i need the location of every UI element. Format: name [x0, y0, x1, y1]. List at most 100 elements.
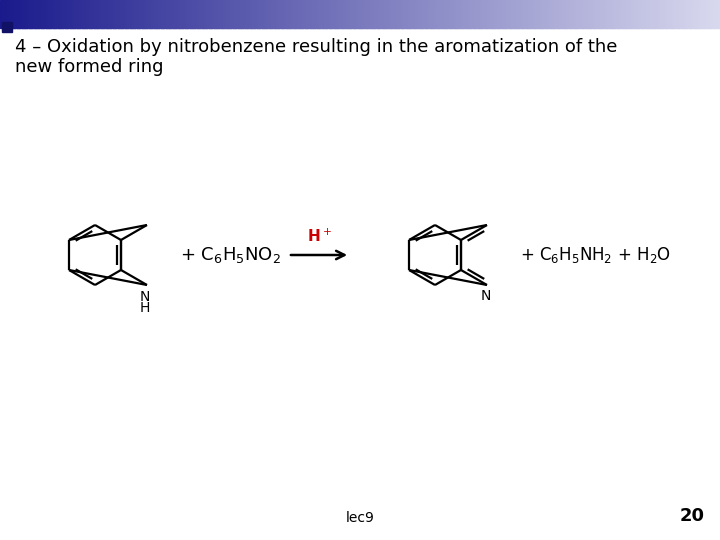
Bar	[300, 0, 303, 28]
Bar	[235, 0, 238, 28]
Bar	[346, 0, 349, 28]
Text: N: N	[481, 289, 491, 303]
Bar	[110, 0, 114, 28]
Bar	[646, 0, 649, 28]
Bar	[607, 0, 611, 28]
Bar	[358, 0, 361, 28]
Bar	[564, 0, 567, 28]
Bar	[333, 0, 337, 28]
Bar	[209, 0, 212, 28]
Bar	[218, 0, 222, 28]
Bar	[180, 0, 184, 28]
Bar	[182, 0, 186, 28]
Bar	[194, 0, 198, 28]
Bar	[413, 0, 416, 28]
Bar	[362, 0, 366, 28]
Bar	[603, 0, 606, 28]
Bar	[698, 0, 702, 28]
Bar	[214, 0, 217, 28]
Text: 20: 20	[680, 507, 705, 525]
Bar	[351, 0, 354, 28]
Bar	[122, 0, 126, 28]
Bar	[600, 0, 603, 28]
Bar	[310, 0, 313, 28]
Bar	[319, 0, 323, 28]
Bar	[554, 0, 558, 28]
Text: + C$_6$H$_5$NH$_2$ + H$_2$O: + C$_6$H$_5$NH$_2$ + H$_2$O	[520, 245, 671, 265]
Bar	[58, 0, 61, 28]
Bar	[562, 0, 565, 28]
Bar	[146, 0, 150, 28]
Bar	[360, 0, 364, 28]
Bar	[245, 0, 248, 28]
Bar	[113, 0, 116, 28]
Bar	[691, 0, 695, 28]
Bar	[391, 0, 395, 28]
Text: lec9: lec9	[346, 511, 374, 525]
Bar	[74, 0, 78, 28]
Bar	[228, 0, 231, 28]
Bar	[211, 0, 215, 28]
Bar	[175, 0, 179, 28]
Bar	[639, 0, 642, 28]
Bar	[290, 0, 294, 28]
Bar	[34, 0, 37, 28]
Bar	[312, 0, 315, 28]
Bar	[547, 0, 551, 28]
Bar	[578, 0, 582, 28]
Bar	[650, 0, 654, 28]
Bar	[425, 0, 428, 28]
Bar	[634, 0, 637, 28]
Bar	[531, 0, 534, 28]
Bar	[711, 0, 714, 28]
Bar	[574, 0, 577, 28]
Bar	[202, 0, 205, 28]
Bar	[461, 0, 464, 28]
Bar	[703, 0, 706, 28]
Bar	[252, 0, 256, 28]
Bar	[326, 0, 330, 28]
Bar	[72, 0, 76, 28]
Bar	[348, 0, 351, 28]
Bar	[353, 0, 356, 28]
Bar	[610, 0, 613, 28]
Bar	[701, 0, 704, 28]
Bar	[593, 0, 596, 28]
Bar	[499, 0, 503, 28]
Bar	[696, 0, 699, 28]
Bar	[708, 0, 711, 28]
Bar	[173, 0, 176, 28]
Bar	[178, 0, 181, 28]
Bar	[686, 0, 690, 28]
Bar	[713, 0, 716, 28]
Bar	[585, 0, 589, 28]
Bar	[621, 0, 625, 28]
Bar	[19, 0, 22, 28]
Bar	[86, 0, 90, 28]
Bar	[475, 0, 479, 28]
Bar	[163, 0, 166, 28]
Bar	[441, 0, 445, 28]
Bar	[677, 0, 680, 28]
Bar	[279, 0, 282, 28]
Bar	[315, 0, 318, 28]
Text: new formed ring: new formed ring	[15, 58, 163, 76]
Bar	[120, 0, 123, 28]
Bar	[684, 0, 688, 28]
Bar	[17, 0, 20, 28]
Bar	[660, 0, 663, 28]
Bar	[149, 0, 152, 28]
Bar	[67, 0, 71, 28]
Bar	[614, 0, 618, 28]
Bar	[101, 0, 104, 28]
Bar	[581, 0, 584, 28]
Bar	[432, 0, 436, 28]
Bar	[655, 0, 659, 28]
Bar	[598, 0, 601, 28]
Bar	[454, 0, 457, 28]
Bar	[156, 0, 159, 28]
Bar	[480, 0, 483, 28]
Bar	[343, 0, 346, 28]
Bar	[293, 0, 296, 28]
Bar	[643, 0, 647, 28]
